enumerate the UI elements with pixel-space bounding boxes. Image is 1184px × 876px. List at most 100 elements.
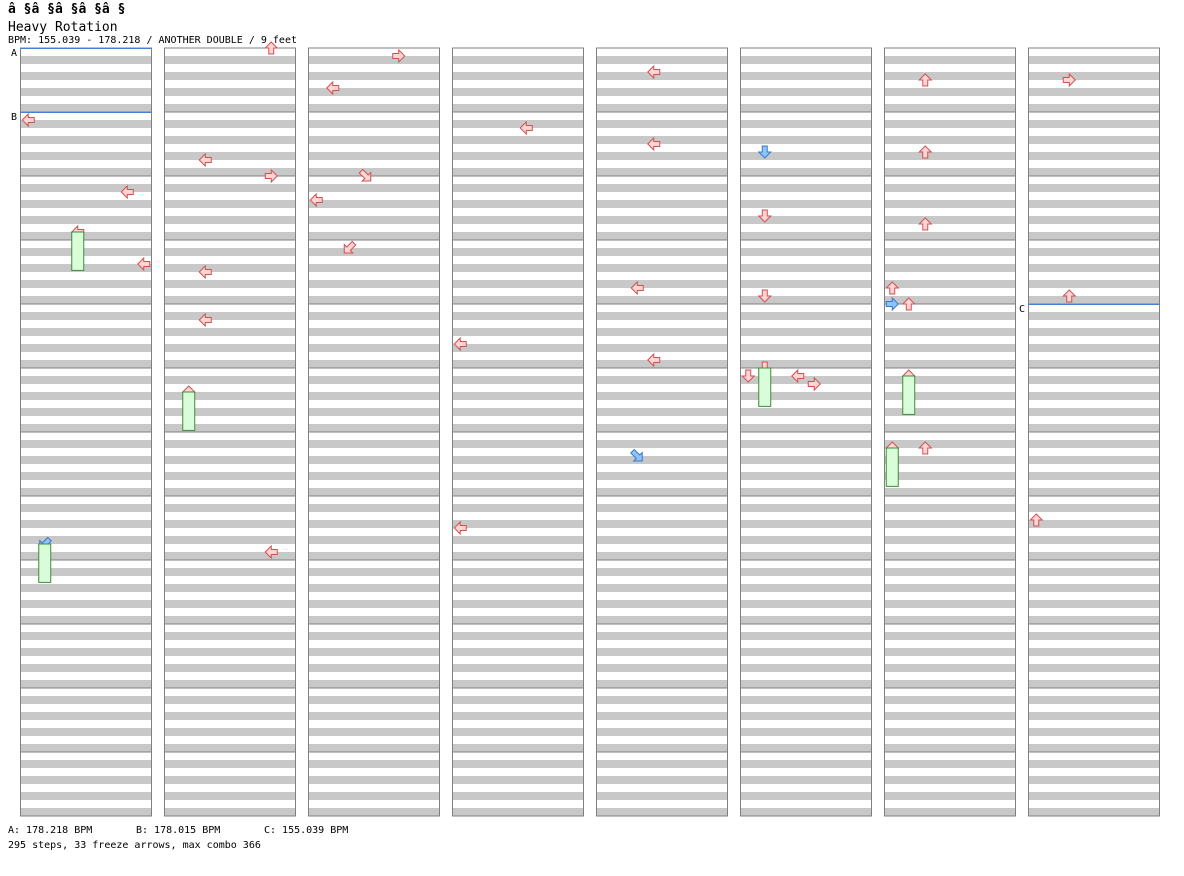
beat-stripe (308, 712, 440, 720)
beat-stripe (164, 232, 296, 240)
chart-column-border (884, 47, 1016, 817)
beat-stripe (596, 264, 728, 272)
beat-stripe (1028, 248, 1160, 256)
beat-stripe (164, 120, 296, 128)
beat-stripe (452, 408, 584, 416)
beat-stripe (20, 616, 152, 624)
beat-stripe (308, 232, 440, 240)
beat-stripe (884, 712, 1016, 720)
beat-stripe (164, 344, 296, 352)
bpm-legend-c: C: 155.039 BPM (264, 825, 349, 836)
beat-stripe (1028, 72, 1160, 80)
beat-stripe (740, 440, 872, 448)
beat-stripe (596, 216, 728, 224)
beat-stripe (164, 216, 296, 224)
beat-stripe (452, 232, 584, 240)
beat-stripe (452, 520, 584, 528)
beat-stripe (740, 776, 872, 784)
beat-stripe (308, 56, 440, 64)
beat-stripe (596, 168, 728, 176)
beat-stripe (1028, 408, 1160, 416)
step-arrow (137, 256, 151, 272)
beat-stripe (1028, 552, 1160, 560)
beat-stripe (20, 200, 152, 208)
beat-stripe (20, 808, 152, 816)
beat-stripe (740, 264, 872, 272)
beat-stripe (164, 264, 296, 272)
beat-stripe (596, 328, 728, 336)
beat-stripe (740, 56, 872, 64)
beat-stripe (452, 184, 584, 192)
beat-stripe (164, 712, 296, 720)
beat-stripe (20, 552, 152, 560)
beat-stripe (740, 344, 872, 352)
beat-stripe (884, 248, 1016, 256)
beat-stripe (596, 120, 728, 128)
beat-stripe (308, 104, 440, 112)
beat-stripe (164, 328, 296, 336)
beat-stripe (308, 392, 440, 400)
beat-stripe (20, 408, 152, 416)
beat-stripe (164, 408, 296, 416)
beat-stripe (1028, 536, 1160, 544)
beat-stripe (308, 696, 440, 704)
beat-stripe (164, 56, 296, 64)
beat-stripe (884, 328, 1016, 336)
beat-stripe (884, 792, 1016, 800)
beat-stripe (452, 616, 584, 624)
beat-stripe (452, 808, 584, 816)
step-arrow (1062, 72, 1076, 88)
beat-stripe (740, 280, 872, 288)
beat-stripe (1028, 88, 1160, 96)
beat-stripe (20, 776, 152, 784)
beat-stripe (596, 504, 728, 512)
beat-stripe (308, 296, 440, 304)
beat-stripe (740, 328, 872, 336)
beat-stripe (596, 792, 728, 800)
beat-stripe (884, 504, 1016, 512)
beat-stripe (1028, 472, 1160, 480)
beat-stripe (452, 712, 584, 720)
beat-stripe (20, 520, 152, 528)
beat-stripe (20, 632, 152, 640)
beat-stripe (740, 136, 872, 144)
beat-stripe (308, 312, 440, 320)
beat-stripe (308, 664, 440, 672)
beat-stripe (596, 632, 728, 640)
beat-stripe (596, 440, 728, 448)
beat-stripe (308, 520, 440, 528)
beat-stripe (1028, 344, 1160, 352)
beat-stripe (740, 808, 872, 816)
beat-stripe (308, 456, 440, 464)
beat-stripe (1028, 776, 1160, 784)
beat-stripe (740, 728, 872, 736)
beat-stripe (452, 792, 584, 800)
beat-stripe (884, 408, 1016, 416)
beat-stripe (884, 344, 1016, 352)
beat-stripe (740, 680, 872, 688)
beat-stripe (596, 776, 728, 784)
beat-stripe (740, 232, 872, 240)
beat-stripe (20, 744, 152, 752)
beat-stripe (20, 88, 152, 96)
beat-stripe (1028, 712, 1160, 720)
step-arrow (264, 168, 278, 184)
beat-stripe (452, 392, 584, 400)
beat-stripe (740, 536, 872, 544)
beat-stripe (884, 744, 1016, 752)
beat-stripe (164, 488, 296, 496)
beat-stripe (308, 88, 440, 96)
beat-stripe (452, 376, 584, 384)
beat-stripe (1028, 200, 1160, 208)
beat-stripe (740, 104, 872, 112)
beat-stripe (884, 264, 1016, 272)
beat-stripe (452, 472, 584, 480)
beat-stripe (740, 296, 872, 304)
beat-stripe (308, 776, 440, 784)
bpm-marker-label: B (11, 112, 17, 123)
step-arrow (198, 264, 212, 280)
beat-stripe (452, 328, 584, 336)
beat-stripe (1028, 680, 1160, 688)
beat-stripe (452, 360, 584, 368)
beat-stripe (1028, 216, 1160, 224)
